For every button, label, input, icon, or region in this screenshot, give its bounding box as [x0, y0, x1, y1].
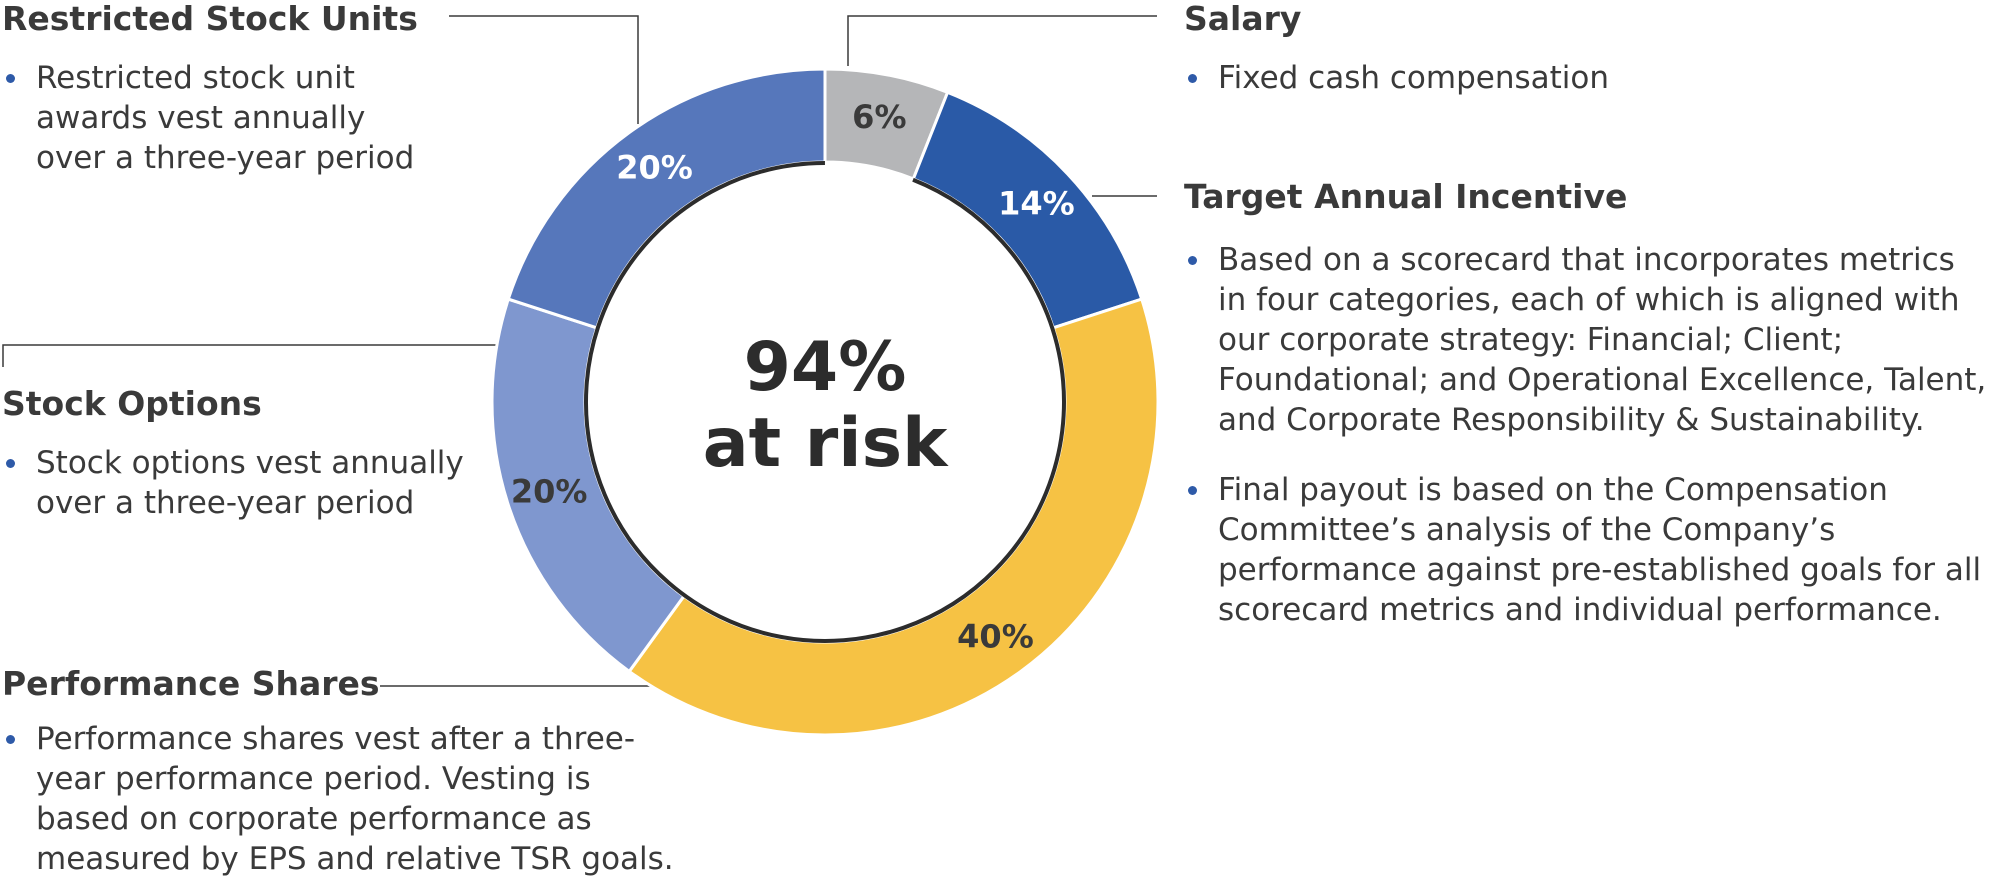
bullet-item: Performance shares vest after a three-ye…	[2, 719, 682, 879]
bullet-dot-icon	[1188, 74, 1197, 83]
callout-salary: Salary Fixed cash compensation	[1184, 0, 1964, 98]
bullet-item: Restricted stock unit awards vest annual…	[2, 58, 442, 178]
bullet-dot-icon	[1188, 256, 1197, 265]
bullet-list: Fixed cash compensation	[1184, 58, 1964, 98]
bullet-list: Stock options vest annually over a three…	[2, 443, 472, 523]
bullet-dot-icon	[6, 735, 15, 744]
bullet-list: Performance shares vest after a three-ye…	[2, 719, 682, 879]
leader-line-rsu	[449, 15, 639, 124]
bullet-dot-icon	[6, 459, 15, 468]
bullet-dot-icon	[1188, 486, 1197, 495]
bullet-text: Restricted stock unit awards vest annual…	[36, 60, 415, 176]
leader-lines	[2, 15, 1157, 687]
bullet-list: Restricted stock unit awards vest annual…	[2, 58, 442, 178]
bullet-item: Final payout is based on the Compensatio…	[1184, 470, 1992, 630]
callout-title: Stock Options	[2, 384, 262, 423]
bullet-text: Stock options vest annually over a three…	[36, 445, 464, 521]
callout-target-annual-incentive: Target Annual Incentive Based on a score…	[1184, 178, 1992, 630]
slice-labels: 6% 14% 40% 20% 20%	[511, 98, 1075, 655]
leader-line-options	[2, 344, 496, 367]
bullet-list: Based on a scorecard that incorporates m…	[1184, 240, 1992, 630]
bullet-item: Based on a scorecard that incorporates m…	[1184, 240, 1992, 440]
callout-title: Salary	[1184, 0, 1302, 38]
bullet-text: Based on a scorecard that incorporates m…	[1218, 242, 1987, 438]
callout-title: Target Annual Incentive	[1184, 177, 1628, 216]
slice-label-performance-shares: 40%	[957, 618, 1034, 656]
slice-label-restricted-stock-units: 20%	[616, 148, 693, 186]
bullet-item: Fixed cash compensation	[1184, 58, 1964, 98]
leader-line-salary	[847, 15, 1157, 66]
bullet-item: Stock options vest annually over a three…	[2, 443, 472, 523]
slice-restricted-stock-units	[506, 67, 827, 330]
bullet-dot-icon	[6, 74, 15, 83]
callout-restricted-stock-units: Restricted Stock Units Restricted stock …	[2, 0, 442, 178]
callout-title: Restricted Stock Units	[2, 0, 418, 38]
center-label-percent: 94%	[744, 328, 907, 407]
bullet-text: Fixed cash compensation	[1218, 60, 1610, 96]
bullet-text: Final payout is based on the Compensatio…	[1218, 472, 1982, 628]
donut-slices	[490, 67, 1160, 737]
slice-label-salary: 6%	[852, 98, 906, 136]
callout-performance-shares: Performance Shares Performance shares ve…	[2, 665, 682, 879]
center-label-text: at risk	[703, 404, 949, 483]
callout-title: Performance Shares	[2, 664, 380, 703]
callout-stock-options: Stock Options Stock options vest annuall…	[2, 385, 472, 523]
bullet-text: Performance shares vest after a three-ye…	[36, 721, 674, 877]
at-risk-arc	[584, 161, 1066, 643]
slice-label-stock-options: 20%	[511, 473, 588, 511]
slice-label-target-annual-incentive: 14%	[998, 184, 1075, 222]
